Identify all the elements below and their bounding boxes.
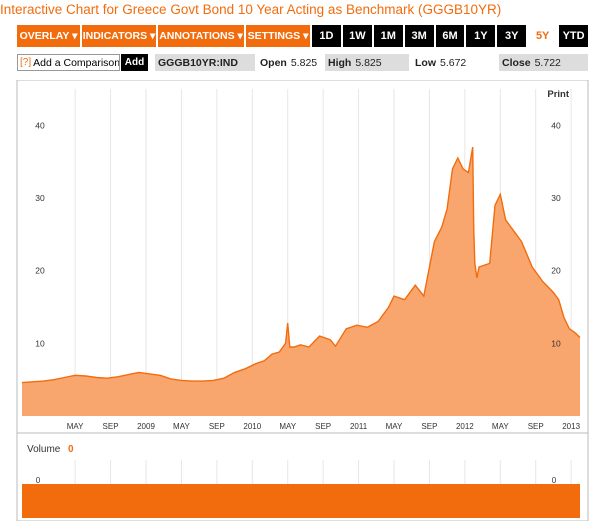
x-tick-label: 2011: [350, 422, 368, 431]
chart-area[interactable]: 10 10 20 20 30 30 40 40 MAY SEP 2009 MAY SEP 2010 MAY…: [0, 79, 600, 526]
range-1d-button[interactable]: 1D: [312, 25, 341, 47]
price-area: [22, 147, 580, 416]
range-6m-button[interactable]: 6M: [435, 25, 465, 47]
high-value: 5.825: [355, 56, 382, 69]
high-label: High: [328, 56, 352, 69]
volume-value: 0: [68, 444, 74, 455]
comparison-placeholder: Add a Comparison: [33, 56, 120, 69]
high-stat: High 5.825: [325, 54, 409, 71]
range-1y-button[interactable]: 1Y: [466, 25, 496, 47]
y-tick-label-left: 40: [35, 120, 45, 130]
y-tick-label-left: 30: [35, 193, 45, 203]
range-ytd-button[interactable]: YTD: [559, 25, 589, 47]
range-3y-button[interactable]: 3Y: [497, 25, 527, 47]
range-3m-button[interactable]: 3M: [404, 25, 434, 47]
y-tick-label-right: 20: [551, 266, 561, 276]
y-tick-label-right: 30: [551, 193, 561, 203]
x-tick-label: 2012: [456, 422, 474, 431]
x-tick-label: SEP: [421, 422, 437, 431]
x-tick-label: SEP: [103, 422, 119, 431]
x-tick-label: MAY: [173, 422, 190, 431]
comparison-input[interactable]: [?] Add a Comparison: [17, 54, 120, 71]
low-value: 5.672: [440, 56, 467, 69]
close-stat: Close 5.722: [499, 54, 588, 71]
x-tick-label: MAY: [279, 422, 296, 431]
open-label: Open: [260, 56, 287, 69]
range-1m-button[interactable]: 1M: [373, 25, 403, 47]
volume-label: Volume: [27, 444, 61, 455]
x-tick-label: MAY: [67, 422, 84, 431]
range-1w-button[interactable]: 1W: [342, 25, 372, 47]
close-value: 5.722: [534, 56, 561, 69]
settings-menu-button[interactable]: SETTINGS ▾: [246, 25, 310, 47]
price-line: [21, 146, 581, 384]
y-tick-label-right: 40: [551, 120, 561, 130]
volume-tick-label-left: 0: [36, 476, 41, 485]
low-label: Low: [415, 56, 436, 69]
chart-toolbar: OVERLAY ▾ INDICATORS ▾ ANNOTATIONS ▾ SET…: [17, 25, 589, 47]
x-tick-label: SEP: [528, 422, 544, 431]
y-tick-label-left: 20: [35, 266, 45, 276]
x-tick-label: SEP: [209, 422, 225, 431]
help-icon[interactable]: [?]: [20, 57, 32, 68]
low-stat: Low 5.672: [412, 54, 496, 71]
volume-tick-label-right: 0: [552, 476, 557, 485]
y-tick-label-left: 10: [35, 338, 45, 348]
x-tick-label: MAY: [492, 422, 509, 431]
annotations-menu-button[interactable]: ANNOTATIONS ▾: [158, 25, 244, 47]
open-stat: Open 5.825: [257, 54, 324, 71]
range-5y-button[interactable]: 5Y: [528, 25, 558, 47]
x-tick-label: MAY: [386, 422, 403, 431]
open-value: 5.825: [290, 56, 318, 69]
x-tick-label: 2010: [243, 422, 261, 431]
ticker-symbol: GGGB10YR:IND: [155, 54, 255, 71]
print-link[interactable]: Print: [547, 89, 569, 100]
volume-gridlines: [74, 460, 572, 484]
y-axis-ticks: 10 10 20 20 30 30 40 40: [35, 120, 561, 348]
x-axis-ticks: MAY SEP 2009 MAY SEP 2010 MAY SEP 2011 MAY SEP 2012…: [67, 422, 581, 431]
page-title: Interactive Chart for Greece Govt Bond 1…: [0, 2, 502, 17]
y-tick-label-right: 10: [551, 338, 561, 348]
volume-bar: [22, 484, 580, 518]
close-label: Close: [502, 56, 531, 69]
x-tick-label: SEP: [315, 422, 331, 431]
indicators-menu-button[interactable]: INDICATORS ▾: [82, 25, 156, 47]
x-tick-label: 2009: [137, 422, 155, 431]
quote-bar: [?] Add a Comparison Add GGGB10YR:IND Op…: [17, 54, 588, 71]
x-tick-label: 2013: [562, 422, 580, 431]
add-comparison-button[interactable]: Add: [121, 54, 148, 71]
overlay-menu-button[interactable]: OVERLAY ▾: [17, 25, 80, 47]
